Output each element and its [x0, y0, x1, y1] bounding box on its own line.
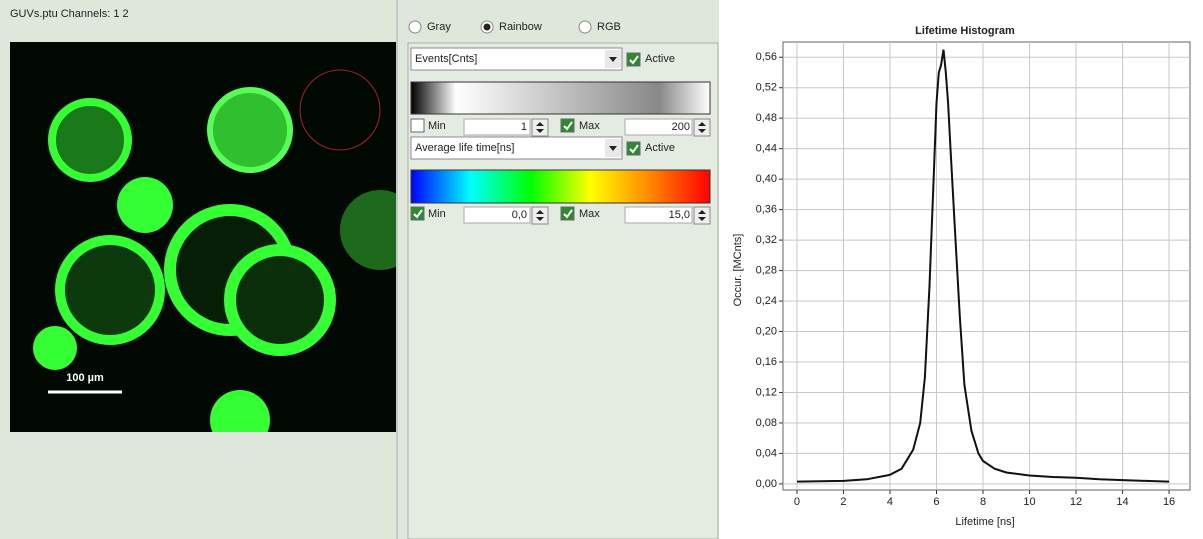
input[interactable]: [624, 206, 693, 224]
x-tick-label: 16: [1163, 496, 1175, 508]
y-tick-label: 0,20: [756, 325, 777, 337]
max-label: Max: [579, 120, 600, 132]
y-axis-label: Occur. [MCnts]: [732, 234, 744, 307]
spinner-arrows: [698, 122, 706, 133]
max-value: 200: [672, 121, 690, 133]
arrow-icon: [609, 146, 617, 151]
y-tick-label: 0,36: [756, 204, 777, 216]
spinner-arrows: [536, 122, 544, 133]
checkbox[interactable]: [410, 206, 425, 221]
spinner[interactable]: [531, 118, 549, 137]
radio-dot: [483, 23, 491, 31]
x-axis-label: Lifetime [ns]: [955, 516, 1014, 528]
y-tick-label: 0,56: [756, 51, 777, 63]
image: [10, 42, 396, 432]
min-label: Min: [428, 208, 446, 220]
checkbox[interactable]: [560, 206, 575, 221]
spinner[interactable]: [693, 118, 711, 137]
min-label: Min: [428, 120, 446, 132]
max-value: 15,0: [669, 209, 690, 221]
arrow-icon: [609, 57, 617, 62]
histogram-line: [796, 49, 1170, 483]
spinner[interactable]: [531, 206, 549, 225]
input[interactable]: [624, 118, 693, 136]
y-tick-label: 0,44: [756, 143, 777, 155]
min-value: 1: [521, 121, 527, 133]
min-value: 0,0: [512, 209, 527, 221]
x-tick-label: 10: [1023, 496, 1035, 508]
y-tick-label: 0,40: [756, 173, 777, 185]
checkbox[interactable]: [560, 118, 575, 133]
active-label: Active: [645, 142, 675, 154]
check-mark: [563, 121, 573, 131]
scale-bar-label: 100 µm: [66, 372, 104, 384]
spinner-arrows: [536, 210, 544, 221]
check-mark: [629, 55, 639, 65]
x-tick-label: 2: [840, 496, 846, 508]
gray-scale-bar: [410, 81, 711, 115]
check-mark: [563, 209, 573, 219]
x-tick-label: 4: [887, 496, 893, 508]
radio[interactable]: [578, 20, 592, 34]
checkbox[interactable]: [626, 52, 641, 67]
dropdown[interactable]: [410, 47, 623, 71]
chart-title: Lifetime Histogram: [915, 25, 1015, 37]
active-label: Active: [645, 53, 675, 65]
radio-label: RGB: [597, 21, 621, 33]
spinner[interactable]: [693, 206, 711, 225]
input[interactable]: [463, 118, 531, 136]
rainbow-scale-bar: [410, 169, 711, 204]
dropdown-text: Events[Cnts]: [415, 53, 477, 65]
radio[interactable]: [408, 20, 422, 34]
y-tick-label: 0,08: [756, 417, 777, 429]
y-tick-label: 0,52: [756, 82, 777, 94]
check-mark: [629, 144, 639, 154]
input[interactable]: [463, 206, 531, 224]
radio-label: Rainbow: [499, 21, 542, 33]
spinner-arrows: [698, 210, 706, 221]
y-tick-label: 0,04: [756, 447, 777, 459]
image-title: GUVs.ptu Channels: 1 2: [10, 8, 129, 20]
max-label: Max: [579, 208, 600, 220]
x-tick-label: 6: [933, 496, 939, 508]
x-tick-label: 8: [980, 496, 986, 508]
checkbox[interactable]: [410, 118, 425, 133]
y-tick-label: 0,00: [756, 478, 777, 490]
check-mark: [413, 209, 423, 219]
dropdown[interactable]: [410, 136, 623, 160]
y-tick-label: 0,48: [756, 112, 777, 124]
checkbox[interactable]: [626, 141, 641, 156]
dropdown-text: Average life time[ns]: [415, 142, 514, 154]
y-tick-label: 0,24: [756, 295, 777, 307]
x-tick-label: 0: [794, 496, 800, 508]
x-tick-label: 14: [1116, 496, 1128, 508]
x-tick-label: 12: [1070, 496, 1082, 508]
y-tick-label: 0,32: [756, 234, 777, 246]
y-tick-label: 0,16: [756, 356, 777, 368]
y-tick-label: 0,28: [756, 264, 777, 276]
y-tick-label: 0,12: [756, 386, 777, 398]
settings-panel: [407, 42, 719, 539]
radio-label: Gray: [427, 21, 451, 33]
